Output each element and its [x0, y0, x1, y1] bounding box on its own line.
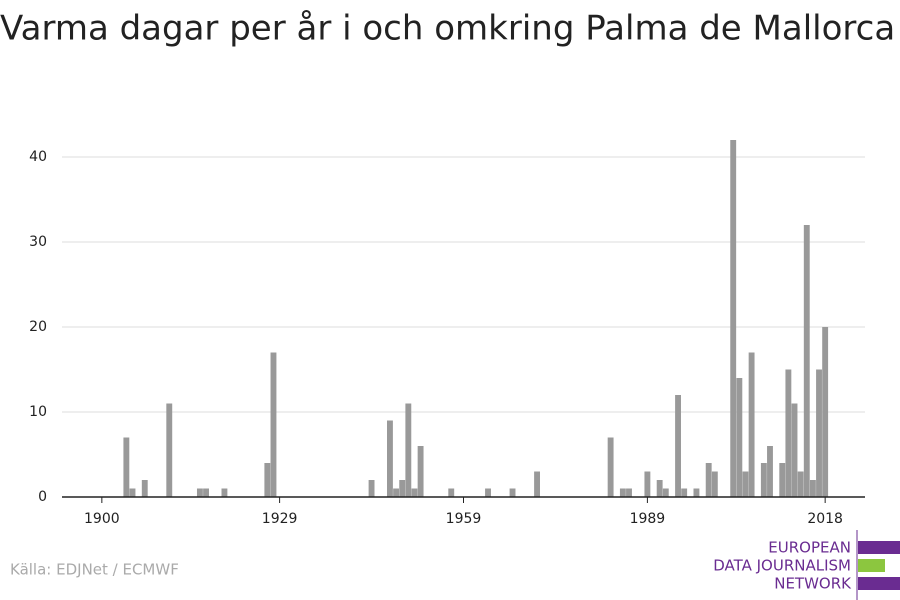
- bar: [141, 480, 148, 497]
- bar: [221, 488, 228, 497]
- bar: [791, 403, 798, 497]
- bar: [748, 352, 755, 497]
- bar: [129, 488, 136, 497]
- bar: [797, 471, 804, 497]
- bar: [387, 420, 393, 497]
- bar: [368, 480, 375, 497]
- logo-bar: [858, 541, 900, 554]
- bar: [393, 488, 400, 497]
- bar: [411, 488, 418, 497]
- bar: [705, 463, 712, 497]
- y-tick-label: 30: [29, 234, 47, 250]
- y-tick-label: 0: [38, 489, 47, 505]
- y-tick-label: 10: [29, 404, 47, 420]
- bar: [779, 463, 786, 497]
- bar: [448, 488, 455, 497]
- chart-title: Varma dagar per år i och omkring Palma d…: [0, 9, 895, 49]
- bar: [270, 352, 277, 497]
- logo-text: DATA JOURNALISM: [713, 557, 851, 575]
- bar: [509, 488, 516, 497]
- source: Källa: EDJNet / ECMWF: [10, 561, 179, 579]
- x-tick-label: 2018: [807, 511, 843, 527]
- x-tick-label: 1989: [630, 511, 666, 527]
- bar: [711, 471, 718, 497]
- logo: EUROPEAN DATA JOURNALISM NETWORK: [713, 530, 900, 600]
- bar: [626, 488, 632, 497]
- bar: [730, 140, 737, 497]
- bar: [736, 378, 743, 497]
- bar: [809, 480, 816, 497]
- bar: [485, 488, 491, 497]
- bar: [662, 488, 669, 497]
- bar: [196, 488, 203, 497]
- logo-bar: [858, 577, 900, 590]
- y-tick-label: 20: [29, 319, 47, 335]
- bar: [417, 446, 424, 497]
- bar: [822, 327, 829, 497]
- bar: [767, 446, 773, 497]
- logo-text: EUROPEAN: [768, 539, 851, 557]
- bar: [264, 463, 271, 497]
- bar: [166, 403, 173, 497]
- bar: [656, 480, 663, 497]
- bar: [399, 480, 406, 497]
- bar: [405, 403, 412, 497]
- logo-bar: [858, 559, 885, 572]
- x-tick-label: 1929: [262, 511, 298, 527]
- bar: [803, 225, 810, 497]
- bar: [693, 488, 700, 497]
- bar: [760, 463, 767, 497]
- bar: [681, 488, 688, 497]
- bar: [644, 471, 651, 497]
- bar: [816, 369, 822, 497]
- bar: [123, 437, 130, 497]
- bar: [619, 488, 626, 497]
- bar: [203, 488, 209, 497]
- y-tick-label: 40: [29, 149, 47, 165]
- bar: [607, 437, 614, 497]
- x-tick-label: 1900: [84, 511, 120, 527]
- bar: [742, 471, 749, 497]
- bar: [534, 471, 540, 497]
- x-tick-label: 1959: [446, 511, 482, 527]
- bar: [785, 369, 792, 497]
- logo-text: NETWORK: [774, 575, 852, 593]
- bar: [675, 395, 681, 497]
